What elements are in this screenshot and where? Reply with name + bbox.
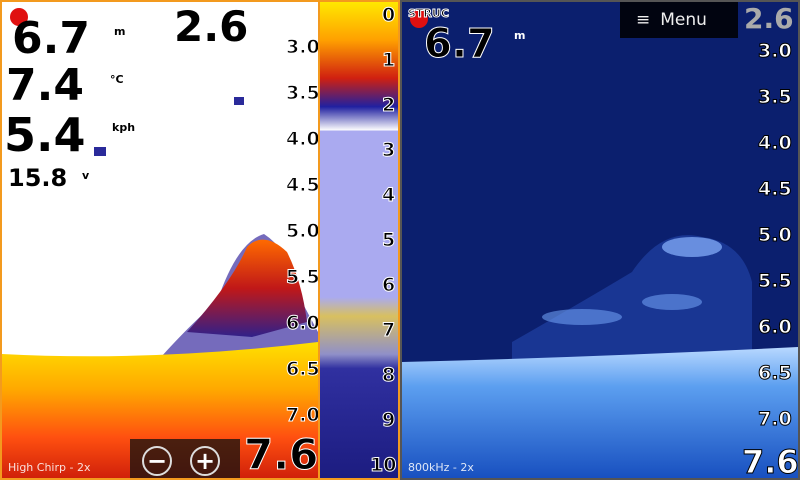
depth-scale-label: 5 — [381, 229, 396, 251]
menu-button[interactable]: ≡ Menu — [620, 2, 738, 38]
depth-readout: 6.7 — [424, 21, 496, 67]
depth-unit: m — [514, 29, 526, 42]
depth-scale-label: 3.0 — [286, 36, 321, 58]
depth-scale-label: 0 — [381, 4, 396, 26]
depth-readout: 6.7 — [12, 13, 90, 64]
depth-scale-label: 5.5 — [758, 270, 793, 292]
depth-scale-label: 3 — [381, 139, 396, 161]
depth-scale-label: 4.0 — [758, 132, 793, 154]
zoom-out-button[interactable]: − — [142, 445, 172, 476]
depth-scale-label: 6 — [381, 274, 396, 296]
depth-scale-label: 5.0 — [758, 224, 793, 246]
temperature-readout: 7.4 — [6, 60, 84, 111]
frequency-label: High Chirp - 2x — [8, 461, 91, 474]
depth-scale-label: 9 — [381, 409, 396, 431]
mode-label: STRUC — [408, 7, 450, 20]
hamburger-icon: ≡ — [636, 10, 651, 30]
range-bottom: 7.6 — [243, 430, 319, 479]
range-bottom: 7.6 — [742, 443, 799, 480]
speed-readout: 5.4 — [4, 108, 86, 162]
depth-scale-label: 3.5 — [758, 86, 793, 108]
range-top: 2.6 — [744, 2, 794, 35]
depth-scale-label: 7.0 — [286, 404, 321, 426]
depth-scale-label: 6.0 — [758, 316, 793, 338]
temperature-unit: °C — [110, 73, 124, 86]
depth-scale-label: 6.5 — [758, 362, 793, 384]
structure-image — [402, 235, 798, 478]
record-indicator-icon — [410, 10, 428, 28]
depth-scale-label: 5.0 — [286, 220, 321, 242]
frequency-label: 800kHz - 2x — [408, 461, 474, 474]
zoom-controls: − + — [130, 439, 240, 478]
depth-scale-label: 6.0 — [286, 312, 321, 334]
sonar-2d-pane[interactable]: 6.7 m 7.4 °C 5.4 kph 15.8 v 3.0 3.5 4.0 4.5… — [0, 0, 400, 480]
voltage-readout: 15.8 — [8, 164, 68, 192]
structure-scan-pane[interactable]: STRUC m 6.7 3.0 3.5 4.0 4.5 5.0 5.5 6.0 6.5 7.0 … — [400, 0, 800, 480]
depth-scale-label: 5.5 — [286, 266, 321, 288]
zoom-in-button[interactable]: + — [190, 445, 220, 476]
depth-scale-label: 10 — [369, 454, 397, 476]
depth-scale-label: 6.5 — [286, 358, 321, 380]
depth-scale-label: 4.5 — [758, 178, 793, 200]
depth-scale-label: 4.0 — [286, 128, 321, 150]
depth-scale-label: 4 — [381, 184, 396, 206]
record-indicator-icon — [10, 8, 28, 26]
depth-scale-label: 1 — [381, 49, 396, 71]
range-top: 2.6 — [174, 2, 249, 51]
depth-scale-label: 7.0 — [758, 408, 793, 430]
depth-scale-label: 7 — [381, 319, 396, 341]
voltage-unit: v — [82, 169, 90, 182]
depth-scale-label: 2 — [381, 94, 396, 116]
menu-label: Menu — [660, 10, 707, 30]
depth-scale-label: 8 — [381, 364, 396, 386]
flasher-column: 0 1 2 3 4 5 6 7 8 9 10 — [318, 2, 398, 478]
depth-unit: m — [114, 25, 126, 38]
depth-scale-label: 4.5 — [286, 174, 321, 196]
speed-unit: kph — [112, 121, 136, 134]
depth-scale-label: 3.5 — [286, 82, 321, 104]
depth-scale-label: 3.0 — [758, 40, 793, 62]
